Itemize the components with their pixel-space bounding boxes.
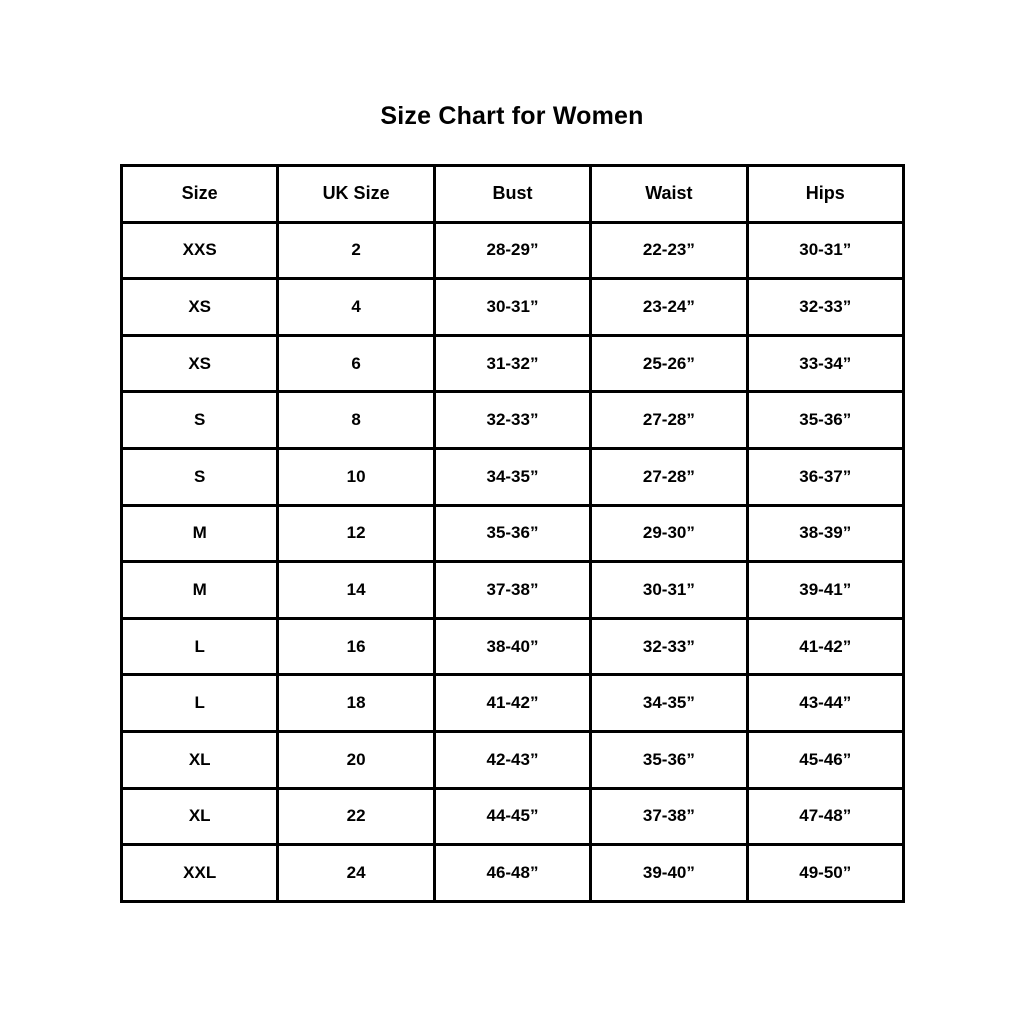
cell-waist: 27-28” (589, 446, 749, 507)
cell-waist: 27-28” (589, 390, 749, 450)
cell-bust: 38-40” (432, 616, 593, 677)
cell-uk-size: 4 (276, 277, 436, 337)
cell-uk-size: 12 (276, 503, 436, 564)
cell-hips: 36-37” (745, 446, 905, 507)
cell-hips: 33-34” (745, 333, 905, 394)
cell-size: L (119, 616, 280, 677)
cell-uk-size: 24 (276, 843, 436, 903)
cell-hips: 43-44” (745, 673, 905, 733)
cell-waist: 32-33” (589, 616, 749, 677)
cell-size: XL (119, 729, 280, 790)
cell-bust: 41-42” (432, 673, 593, 733)
table-row: XS 4 30-31” 23-24” 32-33” (119, 277, 905, 337)
cell-waist: 25-26” (589, 333, 749, 394)
cell-waist: 23-24” (589, 277, 749, 337)
table-row: M 12 35-36” 29-30” 38-39” (119, 503, 905, 564)
cell-hips: 47-48” (745, 786, 905, 847)
cell-size: M (119, 560, 280, 620)
cell-uk-size: 6 (276, 333, 436, 394)
cell-hips: 32-33” (745, 277, 905, 337)
cell-waist: 35-36” (589, 729, 749, 790)
cell-waist: 37-38” (589, 786, 749, 847)
table-row: L 16 38-40” 32-33” 41-42” (119, 616, 905, 677)
column-header-bust: Bust (432, 164, 593, 224)
table-row: M 14 37-38” 30-31” 39-41” (119, 560, 905, 620)
cell-waist: 34-35” (589, 673, 749, 733)
cell-uk-size: 14 (276, 560, 436, 620)
cell-uk-size: 20 (276, 729, 436, 790)
cell-bust: 44-45” (432, 786, 593, 847)
cell-bust: 32-33” (432, 390, 593, 450)
cell-hips: 41-42” (745, 616, 905, 677)
cell-waist: 22-23” (589, 220, 749, 281)
column-header-hips: Hips (745, 164, 905, 224)
cell-size: S (119, 390, 280, 450)
table-row: XL 22 44-45” 37-38” 47-48” (119, 786, 905, 847)
cell-bust: 46-48” (432, 843, 593, 903)
cell-bust: 28-29” (432, 220, 593, 281)
table-row: S 10 34-35” 27-28” 36-37” (119, 446, 905, 507)
cell-size: L (119, 673, 280, 733)
cell-size: XL (119, 786, 280, 847)
cell-uk-size: 8 (276, 390, 436, 450)
cell-waist: 30-31” (589, 560, 749, 620)
page-title: Size Chart for Women (380, 102, 644, 130)
cell-waist: 39-40” (589, 843, 749, 903)
column-header-uk-size: UK Size (276, 164, 436, 224)
cell-size: S (119, 446, 280, 507)
cell-hips: 45-46” (745, 729, 905, 790)
cell-bust: 31-32” (432, 333, 593, 394)
column-header-size: Size (119, 164, 280, 224)
table-row: XXL 24 46-48” 39-40” 49-50” (119, 843, 905, 903)
cell-bust: 30-31” (432, 277, 593, 337)
cell-size: XS (119, 277, 280, 337)
cell-uk-size: 22 (276, 786, 436, 847)
size-table-container: Size UK Size Bust Waist Hips XXS 2 28-29” 22-23… (119, 164, 905, 903)
cell-bust: 34-35” (432, 446, 593, 507)
cell-bust: 35-36” (432, 503, 593, 564)
cell-size: XXL (119, 843, 280, 903)
cell-size: XXS (119, 220, 280, 281)
cell-uk-size: 18 (276, 673, 436, 733)
cell-hips: 39-41” (745, 560, 905, 620)
table-body: XXS 2 28-29” 22-23” 30-31” XS 4 30-31” 23-24” 32-… (119, 220, 905, 903)
cell-bust: 42-43” (432, 729, 593, 790)
cell-uk-size: 16 (276, 616, 436, 677)
cell-bust: 37-38” (432, 560, 593, 620)
cell-uk-size: 10 (276, 446, 436, 507)
cell-hips: 35-36” (745, 390, 905, 450)
table-row: S 8 32-33” 27-28” 35-36” (119, 390, 905, 450)
table-header-row: Size UK Size Bust Waist Hips (119, 164, 905, 224)
table-row: XL 20 42-43” 35-36” 45-46” (119, 729, 905, 790)
cell-hips: 38-39” (745, 503, 905, 564)
table-row: XXS 2 28-29” 22-23” 30-31” (119, 220, 905, 281)
cell-hips: 49-50” (745, 843, 905, 903)
table-header: Size UK Size Bust Waist Hips (119, 164, 905, 224)
cell-size: M (119, 503, 280, 564)
cell-uk-size: 2 (276, 220, 436, 281)
table-row: L 18 41-42” 34-35” 43-44” (119, 673, 905, 733)
table-row: XS 6 31-32” 25-26” 33-34” (119, 333, 905, 394)
column-header-waist: Waist (589, 164, 749, 224)
cell-waist: 29-30” (589, 503, 749, 564)
size-chart-table: Size UK Size Bust Waist Hips XXS 2 28-29” 22-23… (119, 164, 905, 903)
cell-size: XS (119, 333, 280, 394)
cell-hips: 30-31” (745, 220, 905, 281)
